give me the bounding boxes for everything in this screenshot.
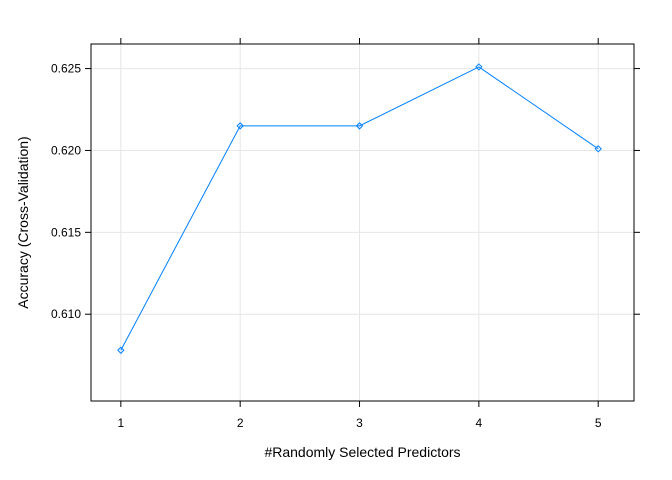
x-tick-label: 4 xyxy=(476,416,483,430)
data-point-marker xyxy=(594,145,602,153)
y-tick-label: 0.615 xyxy=(51,225,81,239)
x-tick-label: 2 xyxy=(237,416,244,430)
data-point-marker xyxy=(355,122,364,130)
plot-frame xyxy=(90,43,635,402)
y-tick-label: 0.625 xyxy=(51,62,81,76)
data-point-marker xyxy=(236,122,244,130)
y-axis-title: Accuracy (Cross-Validation) xyxy=(15,136,31,308)
data-point-marker xyxy=(475,63,483,71)
data-point-marker xyxy=(117,346,125,354)
x-tick-label: 3 xyxy=(356,416,363,430)
grid-lines xyxy=(91,44,634,401)
axis-tick-labels: 1 2 3 4 5 0.610 0.615 0.620 0.625 xyxy=(51,62,602,430)
y-tick-label: 0.620 xyxy=(51,143,81,157)
y-tick-label: 0.610 xyxy=(51,307,81,321)
axis-ticks xyxy=(85,38,640,407)
series-markers xyxy=(117,63,602,354)
series-line xyxy=(120,66,599,351)
x-tick-label: 1 xyxy=(117,416,124,430)
x-tick-label: 5 xyxy=(595,416,602,430)
x-axis-title: #Randomly Selected Predictors xyxy=(264,444,460,460)
